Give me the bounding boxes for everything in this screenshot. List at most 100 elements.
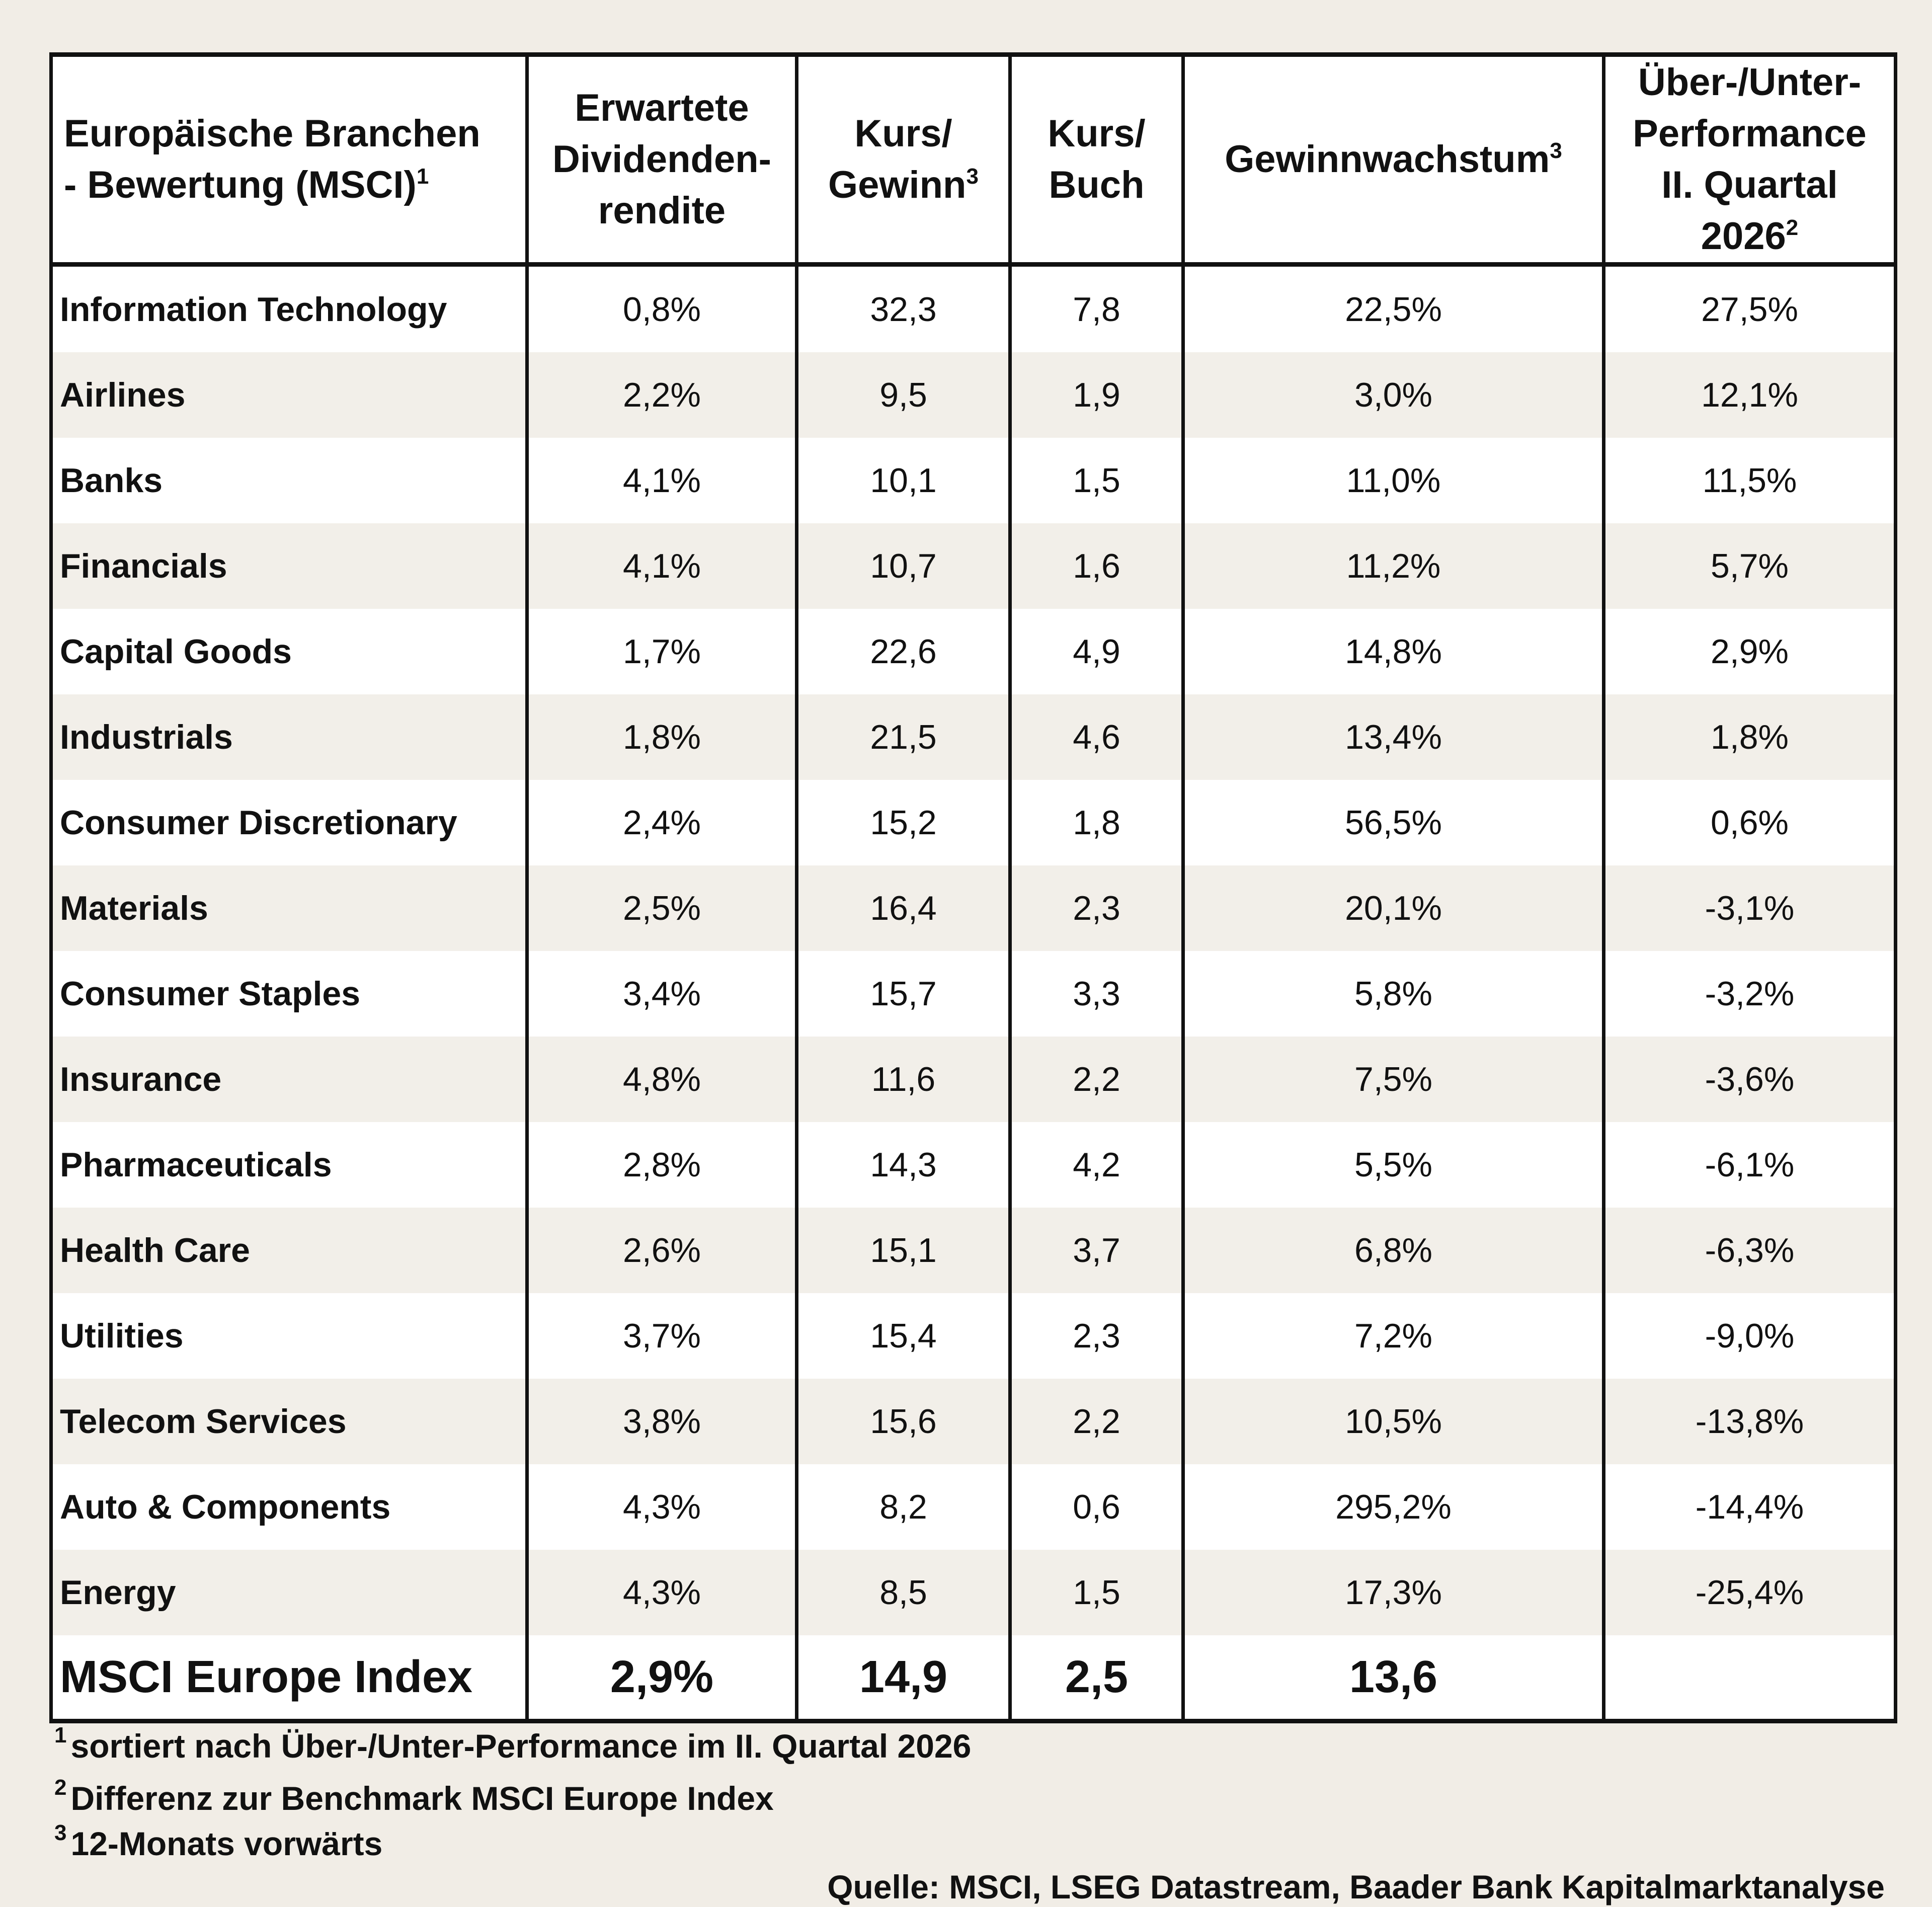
cell-growth: 11,0% — [1181, 438, 1605, 523]
cell-sector: Capital Goods — [49, 609, 529, 694]
table-row: Health Care 2,6% 15,1 3,7 6,8% -6,3% — [49, 1208, 1897, 1293]
footnote-1-text: sortiert nach Über-/Unter-Performance im… — [70, 1727, 972, 1765]
cell-performance: -6,1% — [1602, 1122, 1897, 1208]
cell-dividend: 2,8% — [525, 1122, 798, 1208]
cell-dividend: 4,1% — [525, 438, 798, 523]
cell-pb: 4,6 — [1008, 694, 1185, 780]
cell-sector: Pharmaceuticals — [49, 1122, 529, 1208]
table-row: Auto & Components 4,3% 8,2 0,6 295,2% -14,4% — [49, 1464, 1897, 1550]
cell-dividend: 3,7% — [525, 1293, 798, 1379]
header-pe-line1: Kurs/ — [854, 112, 952, 155]
header-dividend-yield: Erwartete Dividenden- rendite — [525, 52, 798, 267]
cell-performance: 12,1% — [1602, 352, 1897, 438]
cell-pb: 3,7 — [1008, 1208, 1185, 1293]
cell-pe: 32,3 — [795, 264, 1012, 352]
cell-growth: 13,4% — [1181, 694, 1605, 780]
cell-sector: Materials — [49, 865, 529, 951]
cell-pe: 9,5 — [795, 352, 1012, 438]
cell-sector: Information Technology — [49, 264, 529, 352]
cell-pb: 7,8 — [1008, 264, 1185, 352]
total-growth: 13,6 — [1181, 1635, 1605, 1723]
cell-dividend: 4,3% — [525, 1550, 798, 1635]
cell-growth: 3,0% — [1181, 352, 1605, 438]
cell-performance: 0,6% — [1602, 780, 1897, 865]
cell-growth: 11,2% — [1181, 523, 1605, 609]
cell-pb: 1,5 — [1008, 438, 1185, 523]
header-earnings-growth: Gewinnwachstum3 — [1181, 52, 1605, 267]
table-row: Pharmaceuticals 2,8% 14,3 4,2 5,5% -6,1% — [49, 1122, 1897, 1208]
cell-pe: 8,5 — [795, 1550, 1012, 1635]
table-row: Banks 4,1% 10,1 1,5 11,0% 11,5% — [49, 438, 1897, 523]
cell-growth: 17,3% — [1181, 1550, 1605, 1635]
cell-sector: Industrials — [49, 694, 529, 780]
header-performance-line2: Performance — [1633, 112, 1867, 155]
cell-dividend: 2,2% — [525, 352, 798, 438]
cell-growth: 7,2% — [1181, 1293, 1605, 1379]
cell-sector: Auto & Components — [49, 1464, 529, 1550]
cell-sector: Consumer Discretionary — [49, 780, 529, 865]
header-performance-line1: Über-/Unter- — [1638, 61, 1862, 104]
cell-pe: 14,3 — [795, 1122, 1012, 1208]
cell-dividend: 2,4% — [525, 780, 798, 865]
cell-performance: -14,4% — [1602, 1464, 1897, 1550]
table-row: Utilities 3,7% 15,4 2,3 7,2% -9,0% — [49, 1293, 1897, 1379]
header-sector: Europäische Branchen - Bewertung (MSCI)1 — [49, 52, 529, 267]
total-sector: MSCI Europe Index — [49, 1635, 529, 1723]
cell-sector: Financials — [49, 523, 529, 609]
cell-pe: 11,6 — [795, 1037, 1012, 1122]
cell-dividend: 4,3% — [525, 1464, 798, 1550]
header-sector-line2: - Bewertung (MSCI) — [64, 164, 417, 206]
cell-dividend: 0,8% — [525, 264, 798, 352]
cell-pe: 10,1 — [795, 438, 1012, 523]
header-pe-line2: Gewinn — [828, 164, 967, 206]
table-body: Information Technology 0,8% 32,3 7,8 22,5% 27… — [49, 264, 1897, 1723]
cell-pb: 2,3 — [1008, 1293, 1185, 1379]
footnote-1-number: 1 — [54, 1723, 67, 1747]
cell-pb: 4,2 — [1008, 1122, 1185, 1208]
cell-performance: 1,8% — [1602, 694, 1897, 780]
cell-pb: 1,8 — [1008, 780, 1185, 865]
header-growth-line1: Gewinnwachstum — [1225, 138, 1550, 181]
header-price-earnings: Kurs/ Gewinn3 — [795, 52, 1012, 267]
cell-dividend: 4,1% — [525, 523, 798, 609]
header-sector-line1: Europäische Branchen — [64, 112, 480, 155]
cell-performance: 5,7% — [1602, 523, 1897, 609]
cell-pb: 2,2 — [1008, 1379, 1185, 1464]
cell-pe: 15,6 — [795, 1379, 1012, 1464]
cell-growth: 5,5% — [1181, 1122, 1605, 1208]
table-row: Capital Goods 1,7% 22,6 4,9 14,8% 2,9% — [49, 609, 1897, 694]
cell-pb: 0,6 — [1008, 1464, 1185, 1550]
table-row: Insurance 4,8% 11,6 2,2 7,5% -3,6% — [49, 1037, 1897, 1122]
total-performance — [1602, 1635, 1897, 1723]
cell-growth: 14,8% — [1181, 609, 1605, 694]
cell-growth: 10,5% — [1181, 1379, 1605, 1464]
cell-dividend: 2,6% — [525, 1208, 798, 1293]
footnote-2-number: 2 — [54, 1775, 67, 1800]
header-price-book: Kurs/ Buch — [1008, 52, 1185, 267]
cell-sector: Airlines — [49, 352, 529, 438]
sector-valuation-table: Europäische Branchen - Bewertung (MSCI)1… — [49, 52, 1897, 1723]
total-pe: 14,9 — [795, 1635, 1012, 1723]
cell-growth: 7,5% — [1181, 1037, 1605, 1122]
header-performance-line4: 2026 — [1701, 215, 1786, 258]
cell-dividend: 4,8% — [525, 1037, 798, 1122]
header-dividend-line3: rendite — [598, 189, 726, 232]
cell-pe: 15,2 — [795, 780, 1012, 865]
cell-dividend: 2,5% — [525, 865, 798, 951]
source-credit: Quelle: MSCI, LSEG Datastream, Baader Ba… — [827, 1868, 1885, 1905]
header-pe-footnote-mark: 3 — [966, 164, 979, 189]
cell-performance: -13,8% — [1602, 1379, 1897, 1464]
table-row: Airlines 2,2% 9,5 1,9 3,0% 12,1% — [49, 352, 1897, 438]
valuation-table-wrapper: Europäische Branchen - Bewertung (MSCI)1… — [49, 52, 1897, 1723]
header-performance: Über-/Unter- Performance II. Quartal 202… — [1602, 52, 1897, 267]
cell-growth: 22,5% — [1181, 264, 1605, 352]
footnote-2: 2 Differenz zur Benchmark MSCI Europe Ind… — [54, 1777, 774, 1817]
header-pb-line2: Buch — [1049, 164, 1145, 206]
cell-pb: 4,9 — [1008, 609, 1185, 694]
table-row: Energy 4,3% 8,5 1,5 17,3% -25,4% — [49, 1550, 1897, 1635]
cell-pb: 1,6 — [1008, 523, 1185, 609]
cell-sector: Telecom Services — [49, 1379, 529, 1464]
footnote-2-text: Differenz zur Benchmark MSCI Europe Inde… — [70, 1780, 774, 1817]
table-row: Industrials 1,8% 21,5 4,6 13,4% 1,8% — [49, 694, 1897, 780]
cell-pe: 22,6 — [795, 609, 1012, 694]
